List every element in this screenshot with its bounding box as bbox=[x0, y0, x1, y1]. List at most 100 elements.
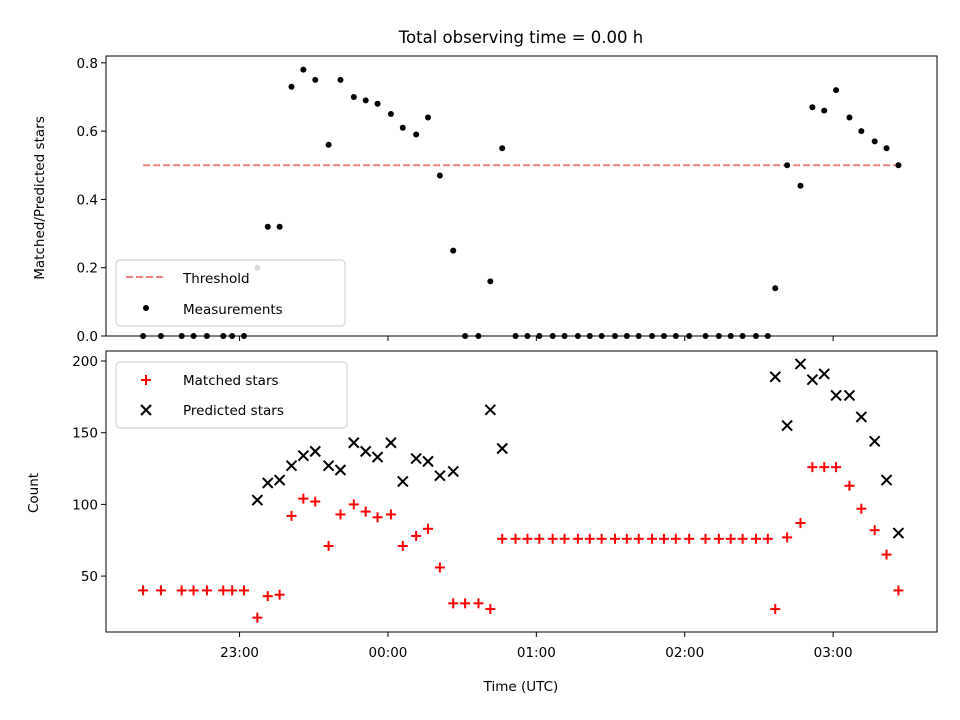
predicted-star-point bbox=[251, 494, 264, 506]
top-y-tick-label: 0.8 bbox=[77, 56, 98, 72]
matched-star-point bbox=[138, 585, 149, 596]
measurement-point bbox=[300, 66, 307, 73]
matched-star-point bbox=[411, 530, 422, 541]
predicted-star-point bbox=[297, 449, 310, 462]
predicted-star-marker-b bbox=[806, 373, 819, 386]
top-y-tick-label: 0.6 bbox=[77, 124, 98, 140]
matched-star-point bbox=[750, 533, 761, 544]
predicted-star-marker-b bbox=[855, 411, 868, 423]
matched-star-point bbox=[497, 533, 508, 544]
matched-star-point bbox=[252, 612, 263, 623]
predicted-star-point bbox=[892, 527, 905, 539]
matched-star-point bbox=[807, 462, 818, 473]
predicted-star-marker-b bbox=[359, 445, 372, 458]
matched-star-point bbox=[856, 503, 867, 514]
predicted-star-marker-b bbox=[447, 465, 459, 478]
matched-star-point bbox=[609, 533, 620, 544]
x-tick-label: 03:00 bbox=[814, 645, 853, 661]
x-tick-label: 00:00 bbox=[368, 645, 407, 661]
predicted-star-marker-b bbox=[385, 437, 397, 449]
matched-star-point bbox=[633, 533, 644, 544]
predicted-star-point bbox=[410, 452, 422, 465]
legend-measurements-label: Measurements bbox=[183, 302, 283, 318]
matched-star-point bbox=[239, 585, 250, 596]
predicted-star-point bbox=[434, 470, 446, 482]
x-tick-label: 02:00 bbox=[665, 645, 704, 661]
matched-star-point bbox=[485, 604, 496, 615]
measurement-point bbox=[797, 182, 804, 189]
matched-star-point bbox=[397, 540, 408, 551]
predicted-star-marker-b bbox=[397, 475, 409, 488]
matched-star-point bbox=[647, 533, 658, 544]
measurement-point bbox=[276, 223, 283, 230]
legend-threshold-label: Threshold bbox=[182, 271, 250, 287]
predicted-star-point bbox=[385, 437, 397, 449]
bottom-y-tick-label: 50 bbox=[81, 569, 98, 585]
x-axis-label: Time (UTC) bbox=[483, 679, 559, 695]
measurement-point bbox=[312, 76, 319, 83]
top-axes-frame bbox=[105, 55, 938, 337]
predicted-star-marker-b bbox=[309, 445, 321, 458]
matched-star-point bbox=[795, 518, 806, 529]
predicted-star-marker-b bbox=[371, 451, 384, 463]
matched-star-point bbox=[227, 585, 238, 596]
measurement-point bbox=[362, 97, 369, 104]
top-y-tick-label: 0.0 bbox=[77, 329, 98, 345]
matched-star-point bbox=[298, 493, 309, 504]
predicted-star-marker-b bbox=[781, 419, 793, 432]
matched-star-point bbox=[881, 549, 892, 560]
measurement-point bbox=[871, 138, 878, 145]
matched-star-point bbox=[155, 585, 166, 596]
predicted-star-marker-b bbox=[484, 404, 497, 416]
matched-star-point bbox=[844, 480, 855, 491]
measurement-point bbox=[883, 145, 890, 152]
measurement-point bbox=[288, 83, 295, 90]
measurement-point bbox=[895, 162, 902, 169]
matched-star-point bbox=[473, 598, 484, 609]
matched-star-point bbox=[713, 533, 724, 544]
predicted-star-marker-b bbox=[794, 358, 807, 370]
predicted-star-point bbox=[794, 358, 807, 370]
predicted-star-point bbox=[781, 419, 793, 432]
predicted-star-marker-b bbox=[410, 452, 422, 465]
predicted-star-point bbox=[769, 371, 781, 383]
legend-predicted-swatch-b bbox=[140, 404, 152, 416]
legend-predicted-label: Predicted stars bbox=[183, 403, 284, 419]
matched-star-point bbox=[670, 533, 681, 544]
matched-star-point bbox=[534, 533, 545, 544]
top-legend-frame bbox=[115, 259, 346, 327]
measurement-point bbox=[846, 114, 853, 121]
predicted-star-point bbox=[843, 389, 856, 402]
top-legend: Threshold Measurements bbox=[115, 259, 346, 327]
matched-star-point bbox=[819, 462, 830, 473]
measurement-point bbox=[399, 124, 406, 131]
matched-star-point bbox=[684, 533, 695, 544]
matched-star-point bbox=[262, 591, 273, 602]
predicted-star-marker-b bbox=[273, 474, 286, 486]
matched-star-point bbox=[596, 533, 607, 544]
predicted-star-marker-b bbox=[285, 459, 298, 472]
matched-star-point bbox=[434, 562, 445, 573]
measurement-point bbox=[374, 100, 381, 107]
matched-star-point bbox=[372, 512, 383, 523]
measurement-point bbox=[264, 223, 271, 230]
matched-star-point bbox=[572, 533, 583, 544]
bottom-legend: Matched stars Predicted stars bbox=[115, 361, 348, 429]
matched-star-point bbox=[460, 598, 471, 609]
predicted-star-point bbox=[397, 475, 409, 488]
measurement-point bbox=[325, 141, 332, 148]
matched-star-point bbox=[274, 589, 285, 600]
matched-star-point bbox=[893, 585, 904, 596]
bottom-axes-frame bbox=[105, 350, 938, 633]
x-tick-label: 01:00 bbox=[517, 645, 556, 661]
matched-star-point bbox=[782, 532, 793, 543]
measurement-point bbox=[784, 162, 791, 169]
measurement-point bbox=[858, 128, 865, 135]
bottom-legend-frame bbox=[115, 361, 348, 429]
predicted-star-point bbox=[359, 445, 372, 458]
matched-star-point bbox=[448, 598, 459, 609]
predicted-star-point bbox=[348, 437, 360, 449]
predicted-star-marker-b bbox=[843, 389, 856, 402]
predicted-star-point bbox=[322, 459, 335, 472]
